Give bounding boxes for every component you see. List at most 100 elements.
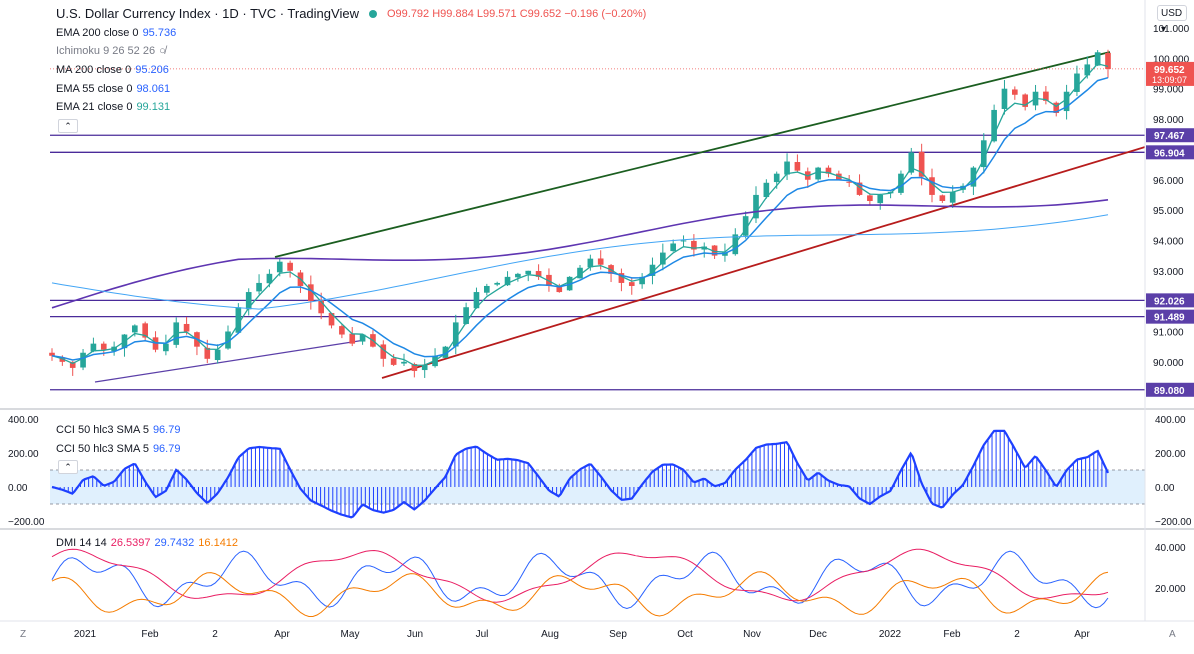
candle-body [442, 346, 449, 358]
indicator-value: 98.061 [136, 83, 171, 95]
collapse-indicators-button[interactable]: ⌃ [58, 119, 78, 133]
time-tick-label: 2 [1014, 629, 1020, 640]
trendline-upper [274, 51, 1111, 258]
candle-body [132, 325, 138, 333]
indicator-ma200[interactable]: MA 200 close 0 95.206 [56, 64, 169, 76]
candle-body [670, 243, 676, 252]
time-tick-label: Apr [1074, 629, 1090, 640]
candle-body [463, 307, 469, 325]
candle-body [773, 173, 780, 183]
candle-body [556, 287, 563, 293]
candle-body [639, 276, 645, 285]
ema21-line [51, 63, 1109, 366]
dmi-tick-label: 20.000 [1155, 584, 1186, 595]
indicator-label: CCI 50 hlc3 SMA 5 [56, 424, 149, 436]
indicator-value: 26.5397 [110, 537, 151, 549]
candle-body [711, 245, 718, 256]
candle-body [867, 195, 873, 201]
cci-pane[interactable] [50, 429, 1145, 519]
cci-tick-label: 0.00 [1155, 483, 1175, 494]
candle-body [535, 271, 542, 277]
indicator-ema55[interactable]: EMA 55 close 0 98.061 [56, 83, 170, 95]
indicator-value: 16.1412 [198, 537, 239, 549]
candle-body [328, 313, 335, 326]
candle-body [1084, 64, 1091, 76]
indicator-cci-1[interactable]: CCI 50 hlc3 SMA 5 96.79 [56, 424, 180, 436]
indicator-label: MA 200 close 0 [56, 64, 132, 76]
price-badge [1146, 61, 1194, 86]
eye-off-icon[interactable]: ○̸ [159, 45, 166, 57]
candle-body [742, 216, 749, 236]
price-tick-label: 90.000 [1153, 358, 1184, 369]
time-tick-label: Apr [274, 629, 290, 640]
cci-tick-label: 200.00 [1155, 449, 1186, 460]
price-tick-label: 91.000 [1153, 328, 1184, 339]
ema55-line [51, 76, 1109, 361]
candle-body [1012, 89, 1018, 95]
time-tick-label: May [341, 629, 360, 640]
indicator-ichimoku[interactable]: Ichimoku 9 26 52 26 ○̸ [56, 45, 166, 57]
candle-body [597, 258, 604, 265]
collapse-cci-button[interactable]: ⌃ [58, 460, 78, 474]
dmi-plus-line [51, 550, 1109, 610]
time-tick-label: 2021 [74, 629, 97, 640]
indicator-value: 99.131 [136, 101, 171, 113]
time-tick-label: 2022 [879, 629, 902, 640]
candle-body [183, 323, 190, 332]
indicator-ema21[interactable]: EMA 21 close 0 99.131 [56, 101, 170, 113]
candle-body [1094, 52, 1101, 66]
candle-body [753, 194, 759, 219]
indicator-value: 95.206 [135, 64, 169, 76]
cci-left-tick-label: −200.00 [8, 517, 45, 528]
candle-body [1053, 102, 1060, 113]
indicator-value: 29.7432 [154, 537, 195, 549]
chart-title: U.S. Dollar Currency Index · 1D · TVC · … [56, 6, 359, 21]
candle-body [276, 261, 283, 273]
auto-scale-button[interactable]: A [1169, 629, 1176, 640]
price-tick-label: 101.000 [1153, 24, 1190, 35]
time-tick-label: Dec [809, 629, 827, 640]
candle-body [339, 326, 345, 335]
candle-body [587, 258, 594, 268]
currency-select[interactable]: USD ▾ [1157, 5, 1187, 35]
indicator-label: EMA 200 close 0 [56, 27, 139, 39]
candle-body [235, 307, 242, 333]
candle-body [256, 282, 262, 292]
candle-body [856, 182, 863, 195]
indicator-label: DMI 14 14 [56, 537, 107, 549]
candle-body [204, 347, 211, 359]
candle-body [90, 343, 97, 352]
time-tick-label: Oct [677, 629, 693, 640]
candle-body [680, 240, 687, 242]
candle-body [929, 177, 935, 195]
time-tick-label: Aug [541, 629, 559, 640]
price-badge-label: 96.904 [1154, 148, 1185, 159]
price-tick-label: 94.000 [1153, 236, 1184, 247]
candle-body [628, 282, 635, 286]
axes: 101.000100.00099.00098.00097.00096.00095… [0, 0, 1194, 640]
candle-body [80, 352, 86, 368]
candle-body [1043, 91, 1049, 101]
indicator-cci-2[interactable]: CCI 50 hlc3 SMA 5 96.79 [56, 443, 180, 455]
candle-body [318, 299, 324, 314]
candle-body [359, 334, 366, 342]
candle-body [287, 262, 293, 271]
cci-left-tick-label: 200.00 [8, 449, 39, 460]
candle-body [142, 323, 148, 338]
price-badge [1146, 293, 1194, 308]
candle-body [1001, 88, 1008, 109]
indicator-value: 95.736 [142, 27, 177, 39]
cci-line [51, 429, 1110, 519]
candle-body [390, 358, 397, 365]
indicator-ema200[interactable]: EMA 200 close 0 95.736 [56, 27, 176, 39]
indicator-label: EMA 21 close 0 [56, 101, 133, 113]
candle-body [763, 182, 770, 198]
candle-body [421, 364, 428, 371]
currency-label: USD [1161, 8, 1183, 19]
zoom-mode-button[interactable]: Z [20, 629, 27, 640]
cci-tick-label: −200.00 [1155, 517, 1192, 528]
indicator-dmi[interactable]: DMI 14 14 26.5397 29.7432 16.1412 [56, 537, 238, 549]
price-pane[interactable] [49, 49, 1146, 391]
dmi-pane[interactable] [51, 548, 1109, 617]
